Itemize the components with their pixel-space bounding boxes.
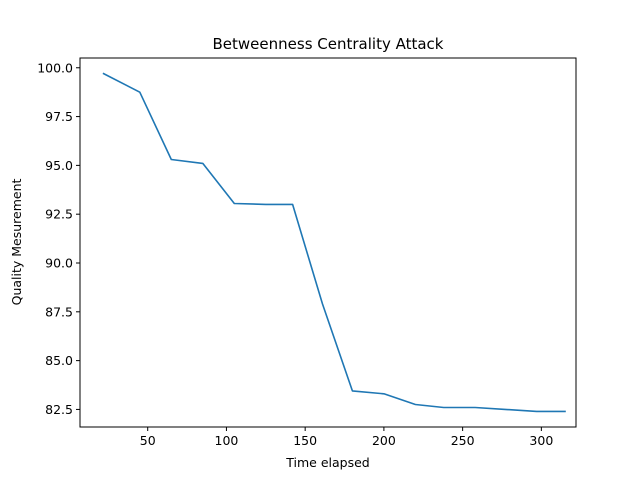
y-tick-label: 95.0 bbox=[45, 158, 73, 173]
x-axis-label: Time elapsed bbox=[285, 455, 369, 470]
y-tick-label: 82.5 bbox=[45, 402, 73, 417]
y-axis-label: Quality Mesurement bbox=[9, 179, 24, 306]
y-axis-ticks: 82.5 85.0 87.5 90.0 92.5 95.0 97.5 100.0 bbox=[37, 60, 80, 417]
y-tick-label: 87.5 bbox=[45, 304, 73, 319]
x-tick-label: 150 bbox=[293, 433, 317, 448]
x-tick-label: 100 bbox=[215, 433, 239, 448]
plot-area bbox=[102, 72, 566, 413]
x-axis-ticks: 50 100 150 200 250 300 bbox=[140, 427, 553, 448]
chart-title: Betweenness Centrality Attack bbox=[213, 35, 444, 53]
x-tick-label: 300 bbox=[529, 433, 553, 448]
x-tick-label: 200 bbox=[372, 433, 396, 448]
x-tick-label: 250 bbox=[451, 433, 475, 448]
y-tick-label: 90.0 bbox=[45, 256, 73, 271]
y-tick-label: 92.5 bbox=[45, 207, 73, 222]
y-tick-label: 85.0 bbox=[45, 353, 73, 368]
y-tick-label: 100.0 bbox=[37, 60, 73, 75]
y-tick-label: 97.5 bbox=[45, 109, 73, 124]
x-tick-label: 50 bbox=[140, 433, 156, 448]
axes-frame bbox=[79, 57, 577, 428]
series-line-0 bbox=[102, 72, 566, 413]
